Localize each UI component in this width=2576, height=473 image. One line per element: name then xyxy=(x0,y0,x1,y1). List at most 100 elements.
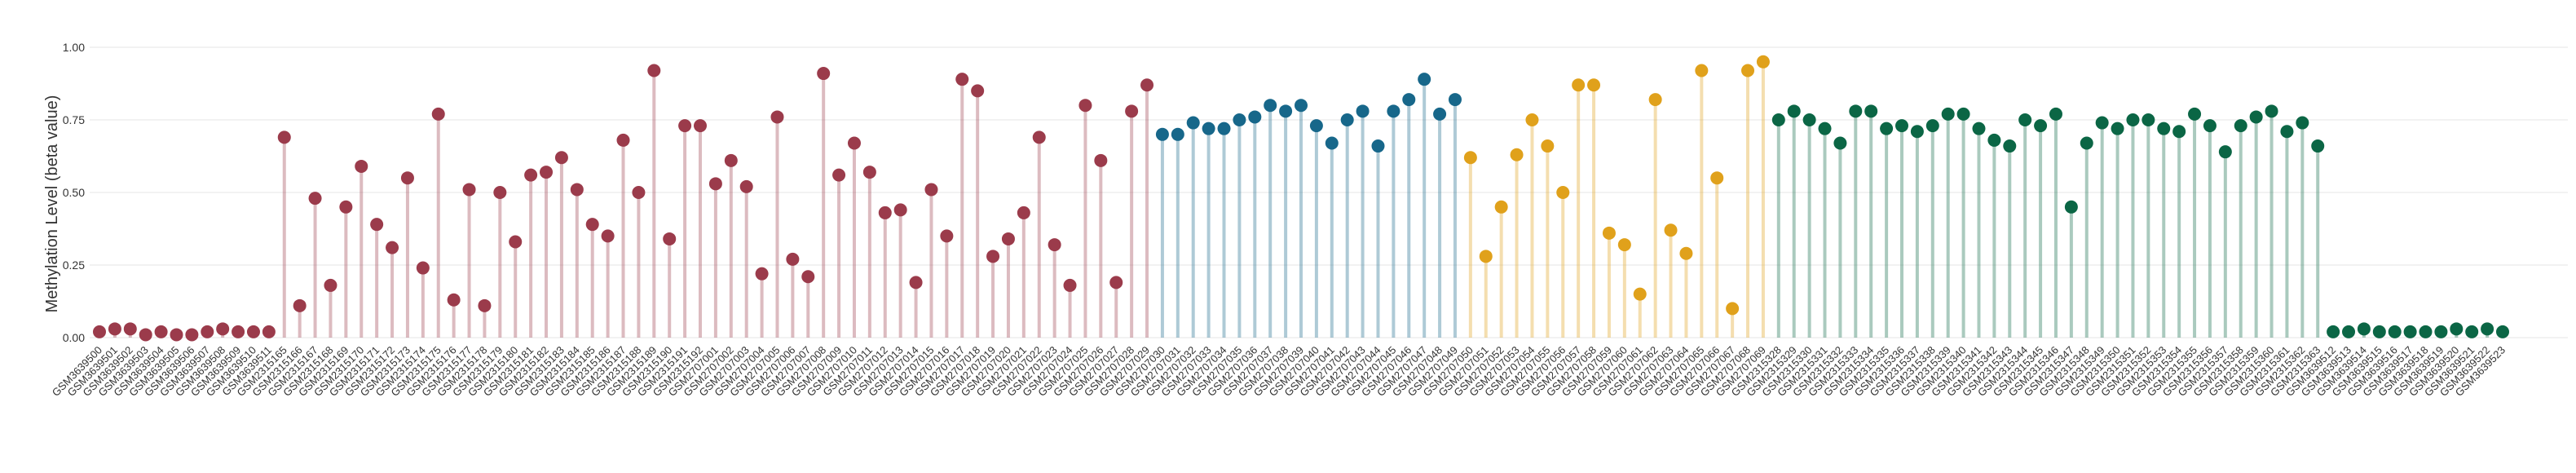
point xyxy=(1787,104,1801,118)
point xyxy=(1402,93,1416,107)
point xyxy=(1664,223,1678,237)
point xyxy=(2419,325,2433,338)
point xyxy=(1818,122,1832,135)
point xyxy=(2496,325,2509,338)
point xyxy=(663,232,677,245)
point xyxy=(1233,113,1246,126)
point xyxy=(2126,113,2140,126)
point xyxy=(1202,122,1215,135)
point xyxy=(1510,148,1524,161)
point xyxy=(2003,139,2017,153)
point xyxy=(1418,73,1431,86)
point xyxy=(1910,125,1924,139)
point xyxy=(431,107,445,121)
point xyxy=(1094,153,1108,167)
point xyxy=(1325,136,1339,150)
point xyxy=(2172,125,2186,139)
point xyxy=(154,325,168,338)
point xyxy=(462,183,476,197)
point xyxy=(616,133,630,147)
point xyxy=(185,328,199,342)
point xyxy=(170,328,183,342)
y-tick-label: 0.25 xyxy=(63,259,85,272)
point xyxy=(93,325,106,338)
point xyxy=(1001,232,1015,245)
point xyxy=(2265,104,2278,118)
point xyxy=(2327,325,2340,338)
point xyxy=(2157,122,2171,135)
point xyxy=(786,252,800,266)
point xyxy=(1541,139,1555,153)
point xyxy=(2403,325,2417,338)
point xyxy=(2465,325,2479,338)
point xyxy=(1525,113,1539,126)
point xyxy=(478,298,492,312)
point xyxy=(1587,78,1601,92)
point xyxy=(678,119,692,133)
point xyxy=(1771,113,1785,126)
point xyxy=(632,186,646,199)
point xyxy=(2111,122,2124,135)
point xyxy=(2203,119,2217,133)
point xyxy=(524,168,538,182)
point xyxy=(1756,55,1770,69)
point xyxy=(2342,325,2356,338)
point xyxy=(400,171,414,185)
point xyxy=(2234,119,2247,133)
point xyxy=(1849,104,1863,118)
point xyxy=(1063,278,1077,292)
point xyxy=(1217,122,1231,135)
point xyxy=(2450,322,2464,336)
point xyxy=(554,151,568,165)
point xyxy=(1710,171,1724,185)
point xyxy=(2388,325,2402,338)
point xyxy=(2249,110,2263,124)
point xyxy=(2049,107,2062,121)
point xyxy=(893,203,907,217)
point xyxy=(909,276,923,290)
y-tick-label: 0.00 xyxy=(63,331,85,344)
point xyxy=(2434,325,2448,338)
point xyxy=(1017,206,1030,219)
point xyxy=(540,166,554,179)
point xyxy=(1602,226,1616,240)
y-axis-label: Methylation Level (beta value) xyxy=(43,95,61,313)
point xyxy=(1371,139,1385,153)
point xyxy=(862,166,876,179)
point xyxy=(262,325,276,338)
point xyxy=(694,119,707,133)
point xyxy=(139,328,152,342)
point xyxy=(1340,113,1354,126)
point xyxy=(2018,113,2032,126)
point xyxy=(2218,145,2232,159)
point xyxy=(447,293,461,307)
point xyxy=(509,235,523,249)
point xyxy=(708,177,722,191)
point xyxy=(1494,200,1508,214)
point xyxy=(1078,99,1092,113)
point xyxy=(1833,136,1847,150)
point xyxy=(1880,122,1894,135)
point xyxy=(1802,113,1816,126)
point xyxy=(1032,130,1046,144)
point xyxy=(2357,322,2371,336)
point xyxy=(1048,238,1061,252)
point xyxy=(570,183,584,197)
point xyxy=(1695,64,1709,77)
point xyxy=(201,325,214,338)
point xyxy=(232,325,245,338)
point xyxy=(1895,119,1908,133)
point xyxy=(2064,200,2078,214)
point xyxy=(308,192,322,206)
point xyxy=(1248,110,1262,124)
point xyxy=(585,218,599,232)
point xyxy=(1279,104,1293,118)
point xyxy=(1633,287,1647,301)
point xyxy=(1433,107,1447,121)
point xyxy=(1463,151,1477,165)
point xyxy=(1387,104,1400,118)
point xyxy=(847,136,861,150)
point xyxy=(2080,136,2093,150)
point xyxy=(1109,276,1123,290)
